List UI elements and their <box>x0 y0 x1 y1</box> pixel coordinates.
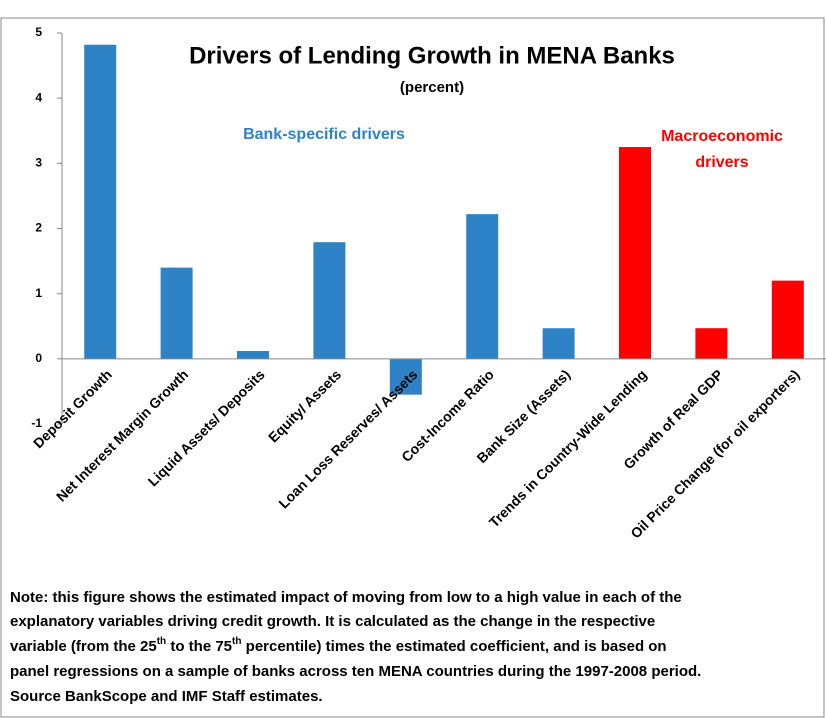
bar <box>389 358 422 395</box>
annotation: Macroeconomic <box>661 128 783 145</box>
bar <box>771 280 804 359</box>
x-tick-label: Net Interest Margin Growth <box>53 366 191 504</box>
x-tick-label: Oil Price Change (for oil exporters) <box>627 366 802 541</box>
note-line: variable (from the 25th to the 75th perc… <box>10 636 667 655</box>
bar <box>313 242 346 359</box>
note-line: Source BankScope and IMF Staff estimates… <box>10 688 323 705</box>
annotation: drivers <box>695 154 748 171</box>
y-tick-label: 5 <box>35 25 42 39</box>
note-sup: th <box>157 636 166 647</box>
bar <box>160 267 193 359</box>
y-tick-label: 4 <box>35 90 42 104</box>
y-tick-label: 0 <box>35 351 42 365</box>
bar <box>542 328 575 359</box>
note-line: panel regressions on a sample of banks a… <box>10 663 701 680</box>
chart-title: Drivers of Lending Growth in MENA Banks <box>189 42 675 69</box>
note-line: explanatory variables driving credit gro… <box>10 613 655 630</box>
note-line: Note: this figure shows the estimated im… <box>10 589 682 606</box>
frame <box>0 17 825 718</box>
annotation: Bank-specific drivers <box>243 126 405 143</box>
chart-subtitle: (percent) <box>400 79 464 96</box>
y-tick-label: 3 <box>35 156 42 170</box>
bar <box>237 351 269 359</box>
x-tick-label: Trends in Country-Wide Lending <box>486 366 650 530</box>
x-tick-label: Equity/ Assets <box>265 366 344 445</box>
bar <box>84 44 117 359</box>
bar <box>466 214 499 359</box>
y-tick-label: -1 <box>31 416 42 430</box>
note-sup: th <box>232 636 241 647</box>
x-tick-label: Deposit Growth <box>30 366 115 451</box>
note-text: to the 75 <box>166 638 232 655</box>
note-text: percentile) times the estimated coeffici… <box>241 638 666 655</box>
note-text: variable (from the 25 <box>10 638 157 655</box>
bar <box>619 147 651 359</box>
y-tick-label: 1 <box>35 286 42 300</box>
bar <box>695 328 728 359</box>
y-tick-label: 2 <box>35 221 42 235</box>
x-tick-label: Loan Loss Reserves/ Assets <box>275 366 420 511</box>
